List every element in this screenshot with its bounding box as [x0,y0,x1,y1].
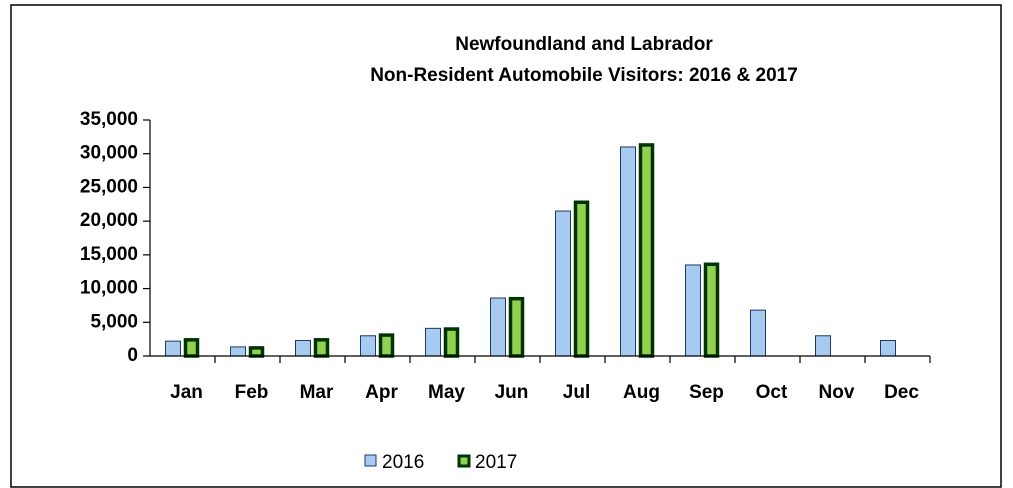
bar [490,297,506,357]
legend-label: 2016 [382,452,424,473]
bar [230,346,246,357]
x-tick-label: Jun [495,382,529,403]
bar [685,264,701,357]
bar [248,346,265,358]
bar [313,338,330,358]
bar [360,335,376,357]
x-tick-label: Nov [819,382,855,403]
y-tick-label: 25,000 [80,176,138,197]
chart-subtitle: Non-Resident Automobile Visitors: 2016 &… [370,65,798,86]
bar [703,262,720,358]
x-tick-label: Apr [365,382,398,403]
legend-swatch [364,454,377,467]
y-tick-label: 5,000 [90,311,138,332]
y-tick-label: 10,000 [80,278,138,299]
bar [165,340,181,357]
x-tick-label: Feb [235,382,269,403]
bar [880,339,896,357]
x-tick-label: Sep [689,382,724,403]
bar [815,335,831,357]
x-tick-label: Jan [170,382,203,403]
bar [443,327,460,358]
bar [555,210,571,357]
x-tick-label: Mar [300,382,334,403]
y-tick-label: 35,000 [80,109,138,130]
bar [183,338,200,358]
chart-title: Newfoundland and Labrador [455,34,713,55]
legend-swatch [457,454,471,468]
x-tick-label: Jul [563,382,590,403]
bar [620,146,636,357]
bar [378,333,395,358]
y-tick-label: 15,000 [80,244,138,265]
y-tick-label: 30,000 [80,143,138,164]
y-tick-label: 20,000 [80,210,138,231]
x-tick-label: Dec [884,382,919,403]
bar [573,200,590,358]
y-tick-label: 0 [127,345,138,366]
bar [750,309,766,357]
legend-label: 2017 [475,452,517,473]
bar [295,339,311,357]
bar [425,327,441,357]
x-tick-label: Oct [756,382,788,403]
x-tick-label: Aug [623,382,660,403]
x-tick-label: May [428,382,465,403]
bar [508,296,525,358]
chart-frame [10,4,1002,488]
bar [638,143,655,358]
